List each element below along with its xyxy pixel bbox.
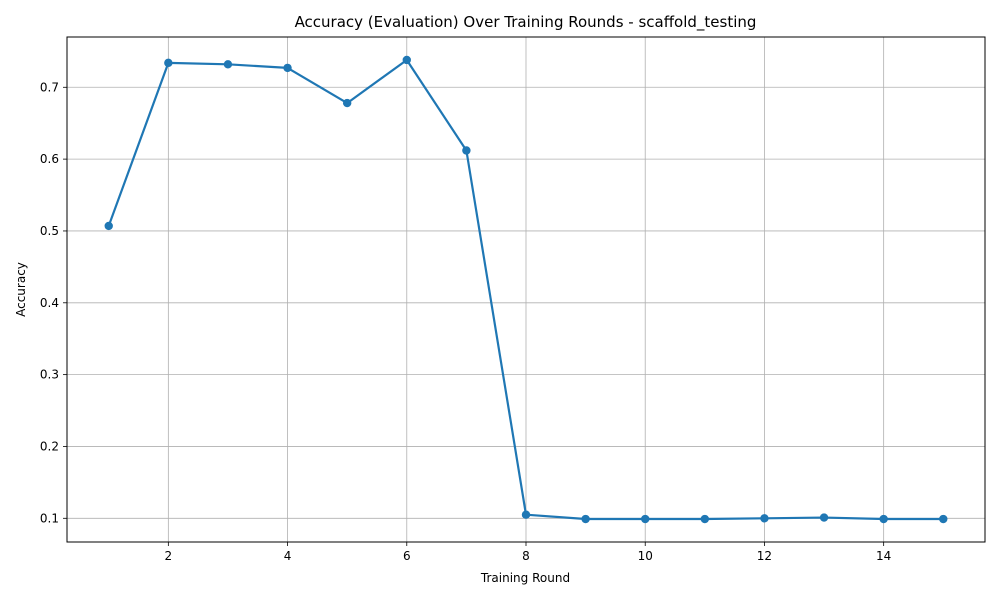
data-point <box>462 146 471 155</box>
data-point <box>879 514 888 524</box>
y-axis-ticks: 0.1 0.2 0.3 0.4 0.5 0.6 0.7 <box>40 80 67 525</box>
data-point <box>760 514 769 523</box>
x-tick-label: 8 <box>522 549 530 563</box>
x-tick-label: 2 <box>165 549 173 563</box>
y-tick-label: 0.7 <box>40 80 59 94</box>
data-point <box>700 514 710 524</box>
y-tick-label: 0.6 <box>40 152 59 166</box>
y-tick-label: 0.2 <box>40 439 59 453</box>
data-point <box>641 514 650 524</box>
x-tick-label: 14 <box>876 549 891 563</box>
data-point <box>521 510 531 519</box>
x-tick-label: 10 <box>638 549 653 563</box>
y-tick-label: 0.5 <box>40 224 59 238</box>
x-tick-label: 6 <box>403 549 411 563</box>
data-point <box>402 55 411 65</box>
y-tick-label: 0.1 <box>40 511 59 525</box>
chart-title: Accuracy (Evaluation) Over Training Roun… <box>295 13 757 32</box>
y-tick-label: 0.4 <box>40 296 59 310</box>
data-point <box>939 514 948 524</box>
x-axis-ticks: 2 4 6 8 10 12 14 <box>165 542 891 563</box>
y-tick-label: 0.3 <box>40 368 59 382</box>
data-point <box>819 513 829 522</box>
y-axis-label: Accuracy <box>14 262 28 317</box>
data-point <box>223 60 233 69</box>
x-tick-label: 4 <box>284 549 292 563</box>
data-point <box>164 58 173 68</box>
data-point <box>342 98 352 108</box>
series-layer <box>104 55 948 524</box>
x-axis-label: Training Round <box>480 571 570 585</box>
data-point <box>581 514 590 524</box>
x-tick-label: 12 <box>757 549 772 563</box>
data-point <box>104 221 113 231</box>
grid-lines <box>67 37 985 542</box>
data-point <box>283 63 292 73</box>
